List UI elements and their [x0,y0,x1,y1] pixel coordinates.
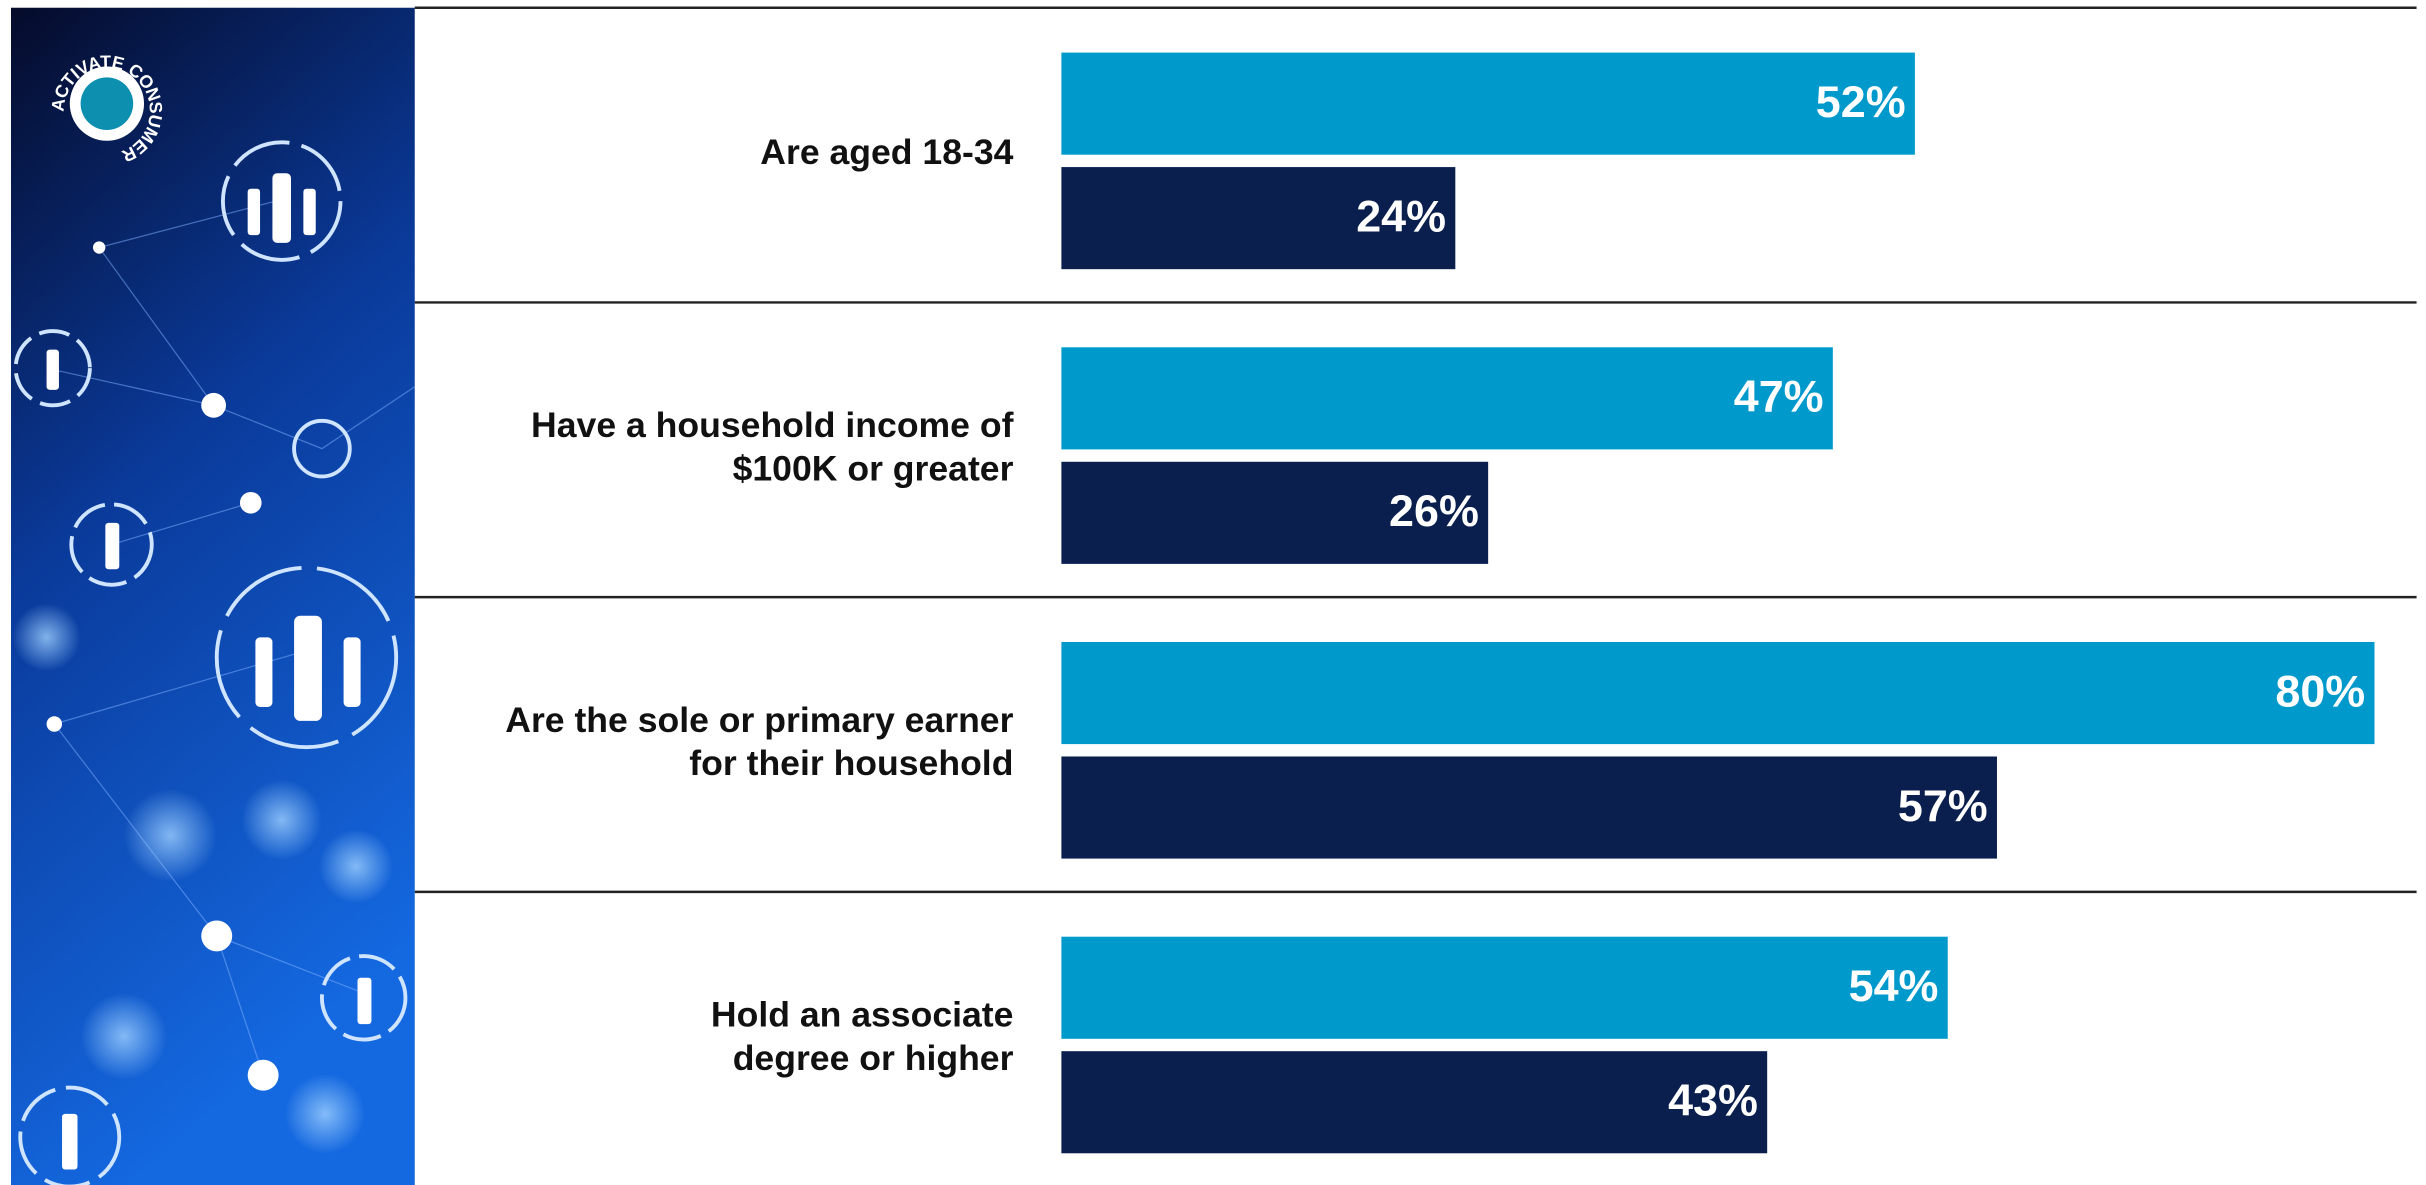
category-label: Hold an associate degree or higher [711,995,1014,1078]
value-label: 54% [1849,960,1939,1011]
value-label: 80% [2275,665,2365,716]
category-label: Are the sole or primary earner for their … [505,700,1013,783]
bar [1061,1051,1768,1154]
value-label: 47% [1734,371,1824,422]
value-label: 57% [1898,780,1988,831]
bar [1061,461,1489,564]
value-label: 43% [1668,1075,1758,1126]
bar [1061,347,1833,450]
category-label: Are aged 18-34 [760,132,1013,172]
bar [1061,756,1997,859]
category-label: Have a household income of $100K or great… [531,406,1014,489]
bar [1061,52,1915,155]
value-label: 52% [1816,76,1906,127]
value-label: 26% [1389,485,1479,536]
bar [1061,167,1456,270]
value-label: 24% [1356,191,1446,242]
bar [1061,936,1948,1039]
plot: Are aged 18-34 52% 24% Have a household inc… [414,6,2417,1154]
side-panel: ACTIVATE CONSUMER INSIGHT [0,0,416,1185]
bar [1061,642,2375,745]
